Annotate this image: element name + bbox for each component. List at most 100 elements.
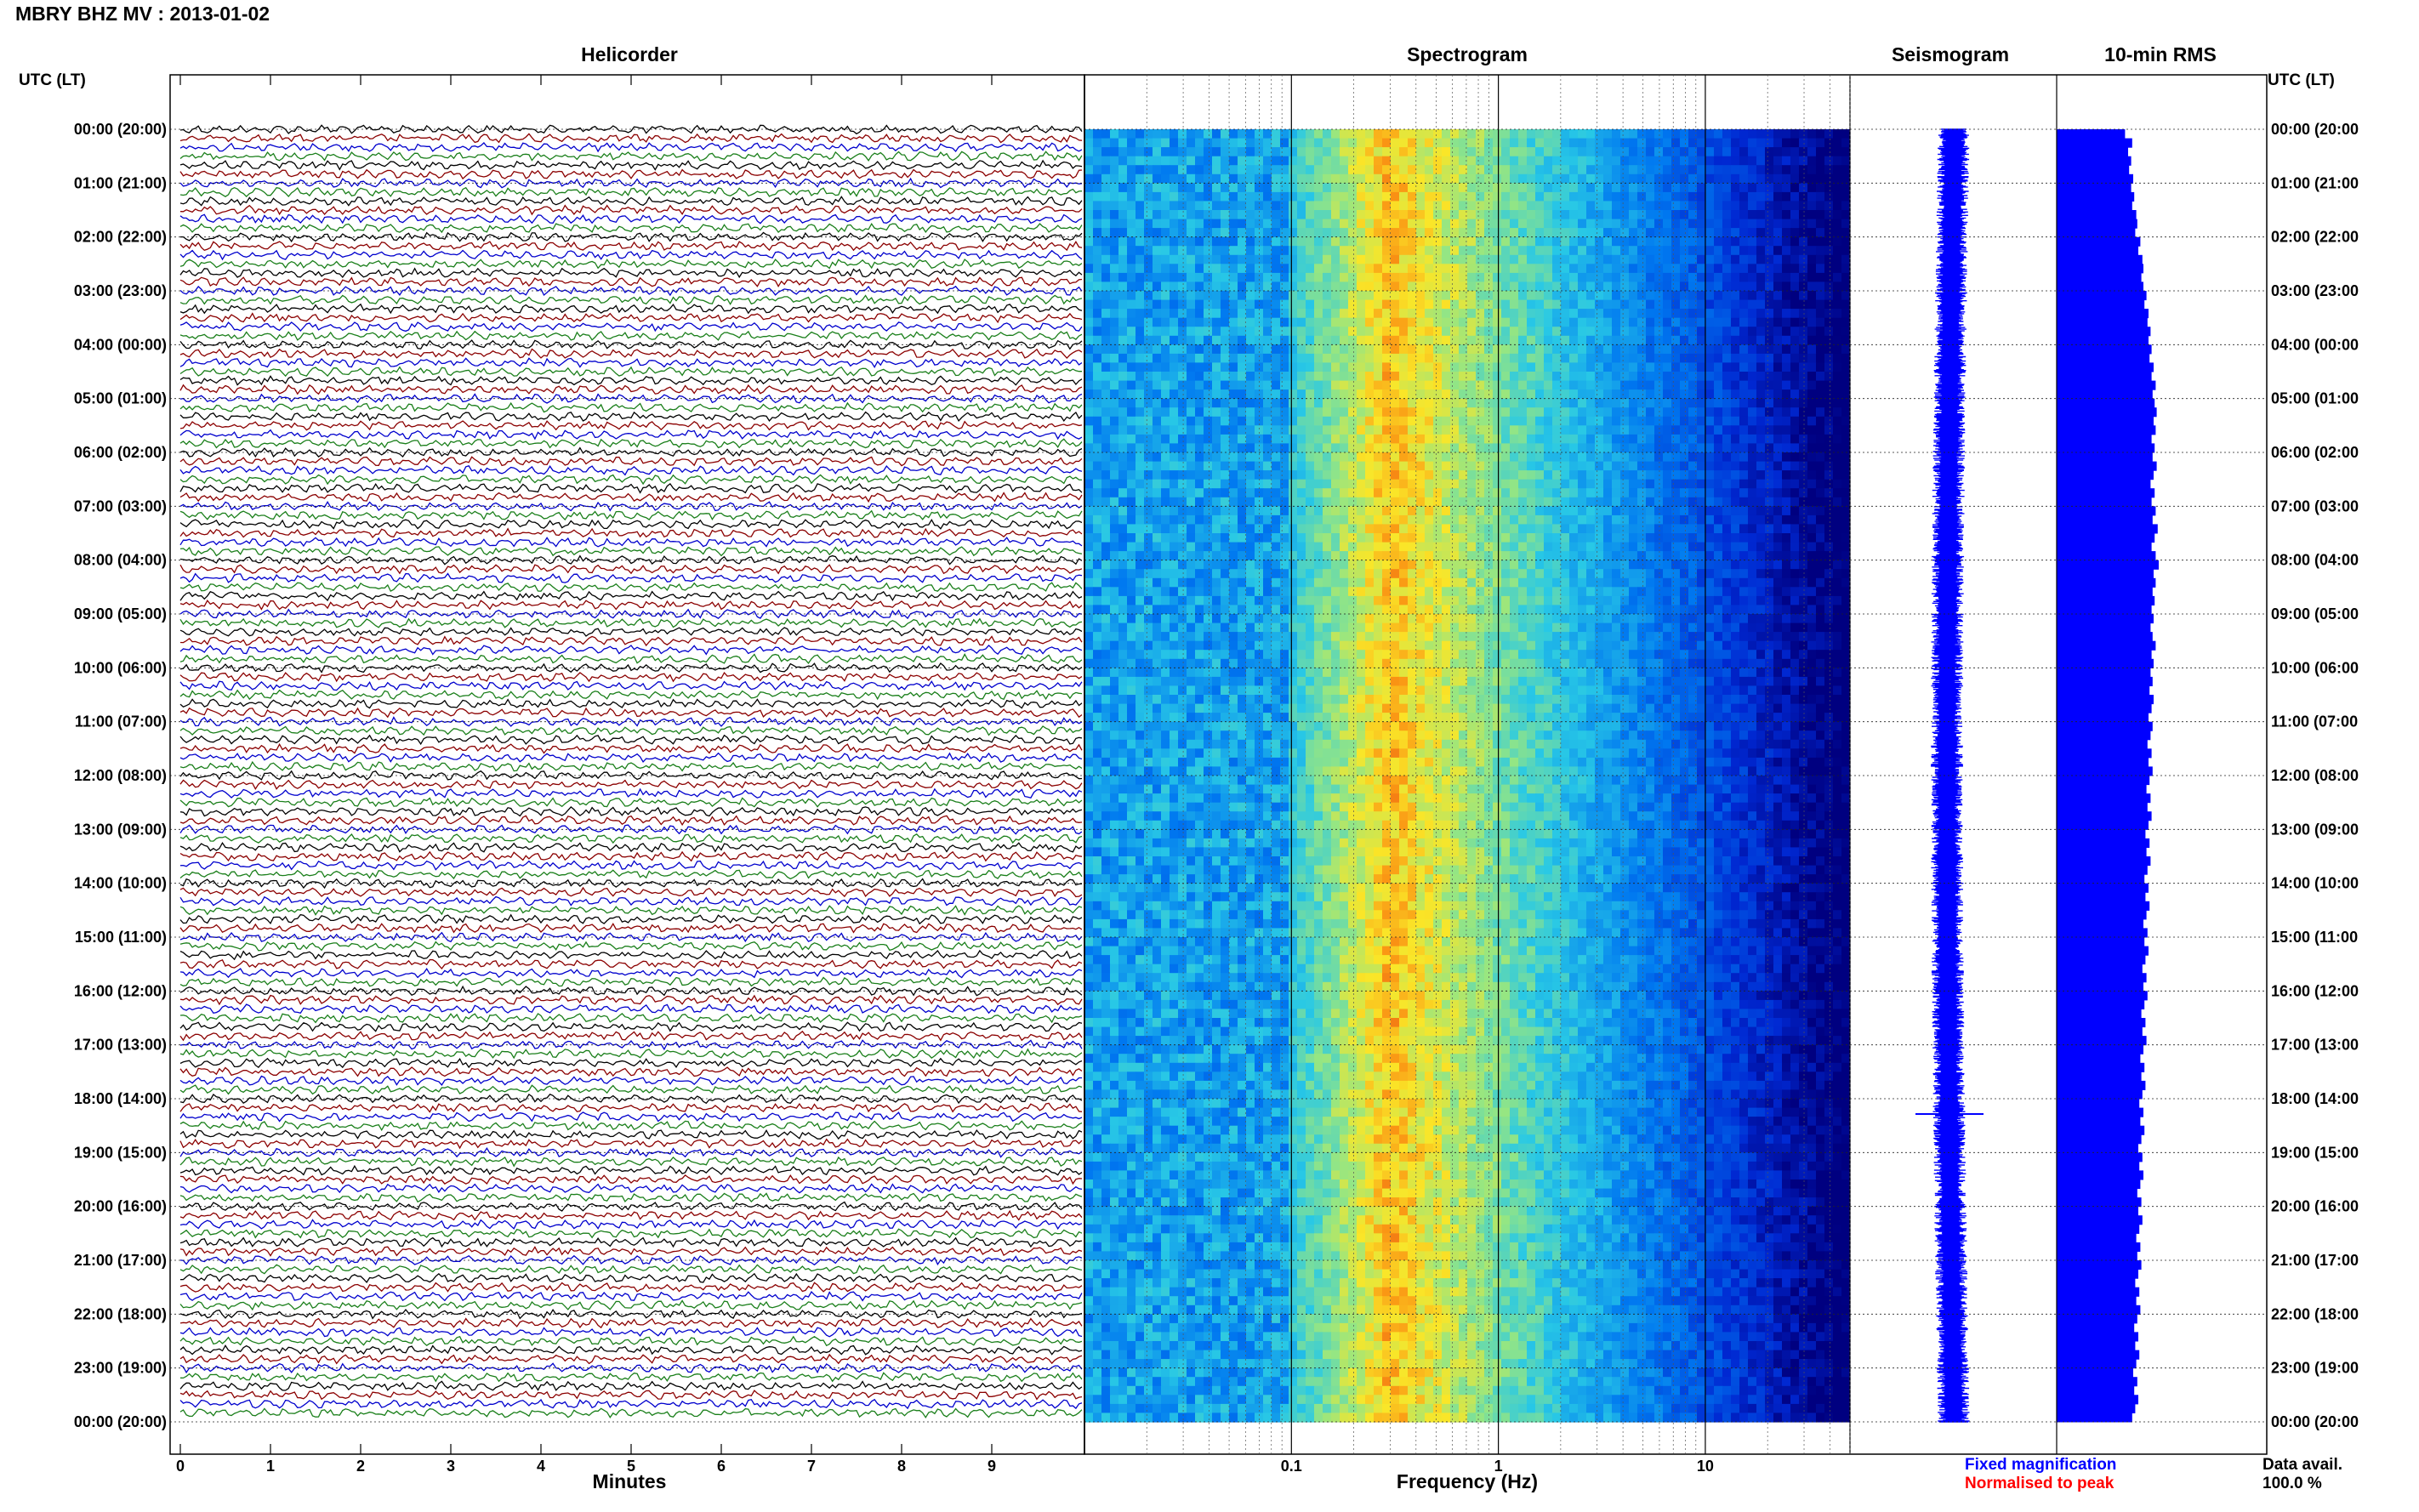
spectrogram-cell [1136,138,1145,148]
spectrogram-cell [1272,156,1281,166]
spectrogram-cell [1101,560,1111,570]
spectrogram-cell [1518,272,1528,283]
helicorder-trace [179,527,1083,539]
spectrogram-cell [1118,470,1128,480]
spectrogram-cell [1671,443,1681,453]
spectrogram-cell [1705,595,1715,606]
spectrogram-cell [1161,434,1170,445]
spectrogram-cell [1765,461,1774,471]
spectrogram-cell [1637,497,1647,507]
spectrogram-cell [1603,147,1613,157]
spectrogram-cell [1790,173,1800,184]
spectrogram-cell [1731,272,1740,283]
spectrogram-cell [1093,219,1102,229]
spectrogram-cell [1238,317,1247,327]
spectrogram-cell [1680,470,1689,480]
spectrogram-cell [1263,254,1272,264]
spectrogram-cell [1314,281,1323,292]
spectrogram-cell [1314,254,1323,264]
spectrogram-cell [1365,147,1375,157]
spectrogram-cell [1510,228,1519,238]
spectrogram-cell [1748,443,1757,453]
spectrogram-cell [1110,264,1119,274]
spectrogram-cell [1153,577,1162,588]
spectrogram-cell [1501,236,1511,247]
spectrogram-cell [1144,560,1153,570]
spectrogram-cell [1680,605,1689,615]
spectrogram-cell [1416,173,1426,184]
spectrogram-cell [1357,353,1366,364]
spectrogram-cell [1118,506,1128,516]
spectrogram-cell [1569,398,1579,408]
spectrogram-cell [1603,560,1613,570]
spectrogram-cell [1442,165,1451,175]
spectrogram-cell [1824,299,1834,310]
spectrogram-cell [1535,165,1545,175]
spectrogram-cell [1697,577,1706,588]
spectrogram-cell [1510,129,1519,139]
spectrogram-cell [1297,497,1306,507]
spectrogram-cell [1365,165,1375,175]
spectrogram-cell [1510,138,1519,148]
spectrogram-cell [1620,470,1630,480]
spectrogram-cell [1450,425,1460,435]
spectrogram-cell [1374,551,1383,561]
spectrogram-cell [1476,228,1485,238]
spectrogram-cell [1756,542,1766,552]
spectrogram-cell [1722,191,1732,202]
spectrogram-cell [1348,129,1357,139]
spectrogram-cell [1561,514,1570,526]
spectrogram-cell [1765,335,1774,345]
spectrogram-cell [1314,264,1323,274]
spectrogram-cell [1272,281,1281,292]
spectrogram-cell [1807,524,1817,534]
spectrogram-cell [1331,389,1340,400]
spectrogram-cell [1569,595,1579,606]
spectrogram-cell [1697,317,1706,327]
spectrogram-cell [1561,317,1570,327]
spectrogram-cell [1280,542,1289,552]
spectrogram-cell [1654,344,1664,355]
spectrogram-cell [1084,317,1094,327]
spectrogram-cell [1101,416,1111,426]
spectrogram-cell [1841,309,1851,319]
spectrogram-cell [1799,514,1808,526]
spectrogram-cell [1170,605,1179,615]
spectrogram-cell [1467,291,1477,301]
spectrogram-cell [1289,587,1298,597]
spectrogram-cell [1314,587,1323,597]
spectrogram-cell [1714,236,1723,247]
spectrogram-cell [1756,551,1766,561]
spectrogram-cell [1748,165,1757,175]
spectrogram-cell [1136,497,1145,507]
spectrogram-cell [1578,327,1587,337]
spectrogram-cell [1518,254,1528,264]
spectrogram-cell [1714,479,1723,489]
spectrogram-cell [1680,372,1689,382]
spectrogram-cell [1170,524,1179,534]
spectrogram-cell [1382,497,1392,507]
spectrogram-cell [1178,327,1187,337]
spectrogram-cell [1518,210,1528,220]
spectrogram-cell [1382,299,1392,310]
spectrogram-cell [1518,569,1528,579]
spectrogram-cell [1365,129,1375,139]
spectrogram-cell [1331,470,1340,480]
spectrogram-cell [1671,488,1681,498]
spectrogram-cell [1195,514,1204,526]
spectrogram-cell [1561,551,1570,561]
spectrogram-cell [1118,389,1128,400]
spectrogram-cell [1620,156,1630,166]
spectrogram-cell [1671,461,1681,471]
spectrogram-cell [1773,488,1783,498]
spectrogram-cell [1612,506,1621,516]
spectrogram-cell [1654,272,1664,283]
spectrogram-cell [1118,165,1128,175]
spectrogram-cell [1093,524,1102,534]
spectrogram-cell [1773,514,1783,526]
spectrogram-cell [1391,281,1400,292]
spectrogram-cell [1280,398,1289,408]
spectrogram-cell [1714,147,1723,157]
spectrogram-cell [1739,201,1749,211]
spectrogram-cell [1671,309,1681,319]
